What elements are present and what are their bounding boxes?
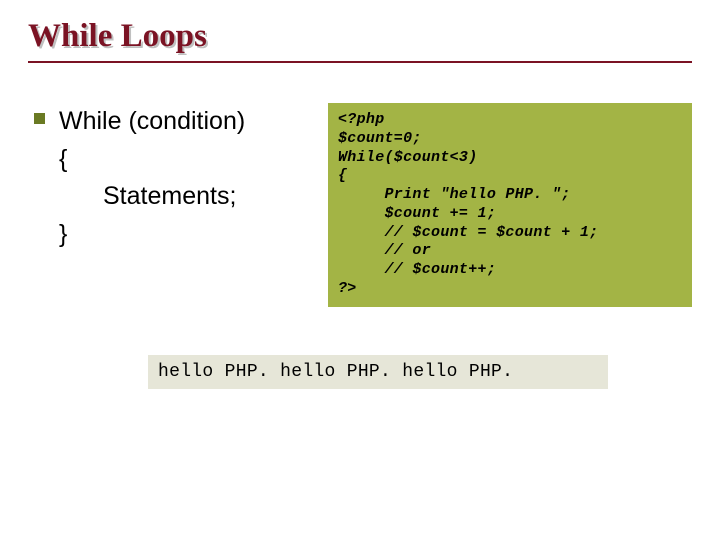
syntax-text: While (condition) { Statements; } bbox=[59, 103, 245, 253]
syntax-column: While (condition) { Statements; } bbox=[28, 103, 308, 253]
title-underline: While Loops bbox=[28, 18, 692, 63]
content-row: While (condition) { Statements; } <?php … bbox=[28, 103, 692, 307]
code-example-box: <?php $count=0; While($count<3) { Print … bbox=[328, 103, 692, 307]
square-bullet-icon bbox=[34, 113, 45, 124]
syntax-line-2: { bbox=[59, 145, 67, 173]
syntax-line-1: While (condition) bbox=[59, 107, 245, 135]
bullet-item: While (condition) { Statements; } bbox=[34, 103, 308, 253]
slide-container: While Loops While (condition) { Statemen… bbox=[0, 0, 720, 540]
output-box: hello PHP. hello PHP. hello PHP. bbox=[148, 355, 608, 389]
syntax-line-3: Statements; bbox=[59, 178, 245, 216]
code-column: <?php $count=0; While($count<3) { Print … bbox=[328, 103, 692, 307]
slide-title: While Loops bbox=[28, 18, 692, 55]
syntax-line-4: } bbox=[59, 220, 67, 248]
